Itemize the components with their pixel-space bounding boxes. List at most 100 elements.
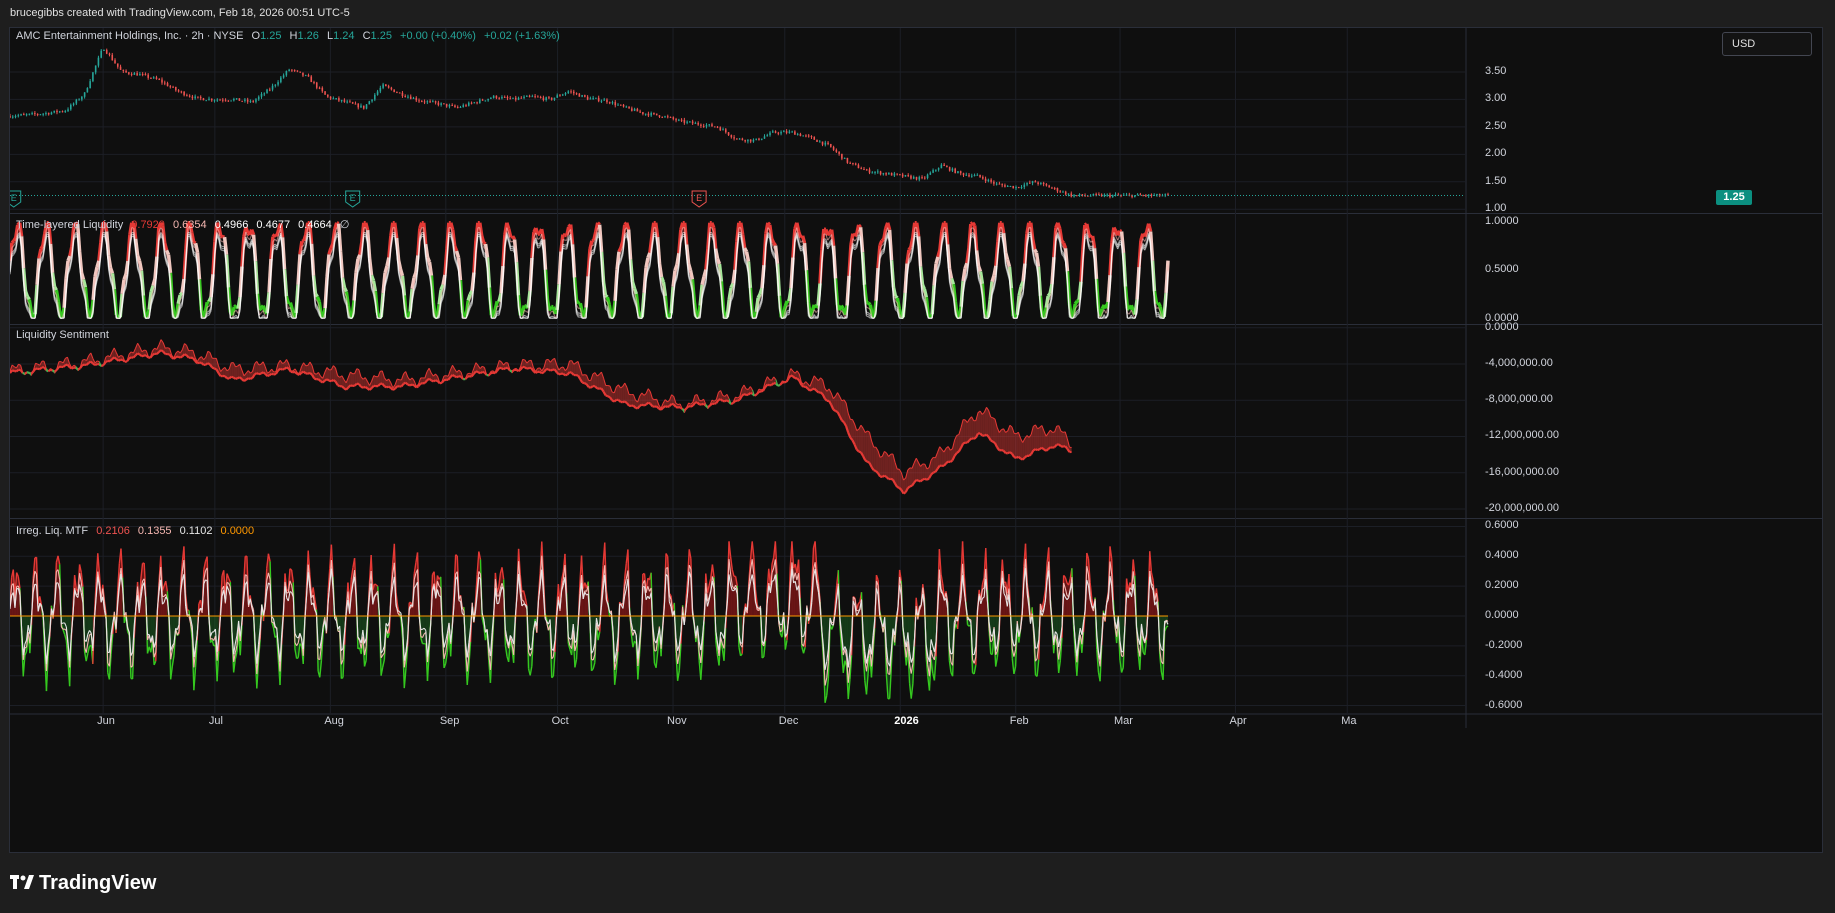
tl-series-segment xyxy=(204,315,208,319)
tl-series-segment xyxy=(883,241,887,254)
price-candle-body xyxy=(877,171,879,173)
tl-series-segment xyxy=(626,227,630,235)
tl-series-segment xyxy=(261,305,267,313)
tl-series-segment xyxy=(539,228,546,240)
price-candle-body xyxy=(606,99,608,103)
price-candle-body xyxy=(976,174,979,176)
tl-series-segment xyxy=(220,245,223,248)
tl-series-segment xyxy=(334,236,338,243)
tl-series-segment xyxy=(511,235,517,241)
tl-series-segment xyxy=(11,252,15,255)
ls-fill-segment xyxy=(324,367,327,381)
price-candle-body xyxy=(105,49,108,54)
tl-series-segment xyxy=(686,263,693,271)
price-candle-body xyxy=(512,97,514,99)
ls-fill-segment xyxy=(482,366,485,373)
price-candle-body xyxy=(315,82,318,88)
price-candle-body xyxy=(631,108,633,111)
ls-fill-segment xyxy=(618,384,621,402)
tl-series-segment xyxy=(544,283,549,314)
tl-series-segment xyxy=(805,283,810,317)
price-candle-body xyxy=(163,82,166,84)
tl-series-segment xyxy=(537,238,540,240)
ls-signal-segment xyxy=(358,383,362,388)
tl-series-segment xyxy=(861,265,866,299)
ls-signal-segment xyxy=(247,377,251,380)
tl-series-segment xyxy=(55,303,59,315)
tl-series-segment xyxy=(465,313,469,319)
tl-series-segment xyxy=(454,259,458,265)
ls-fill-segment xyxy=(263,361,266,374)
price-candle-body xyxy=(1026,182,1028,185)
ls-signal-segment xyxy=(55,366,60,371)
tl-series-segment xyxy=(972,227,976,231)
price-candle-body xyxy=(78,99,80,101)
ls-raw-segment xyxy=(267,371,270,374)
tl-series-segment xyxy=(494,306,498,315)
tl-series-segment xyxy=(679,222,685,231)
tl-series-segment xyxy=(587,262,591,290)
price-candle-body xyxy=(490,97,492,99)
tl-series-segment xyxy=(1017,286,1023,296)
ls-signal-segment xyxy=(404,381,409,386)
ls-raw-segment xyxy=(69,363,73,368)
price-candle-body xyxy=(152,77,155,79)
ls-signal-segment xyxy=(671,402,675,406)
tl-series-segment xyxy=(120,279,126,295)
tl-series-segment xyxy=(523,309,527,312)
ls-raw-segment xyxy=(454,368,458,373)
tl-series-segment xyxy=(455,264,460,272)
ls-raw-segment xyxy=(428,367,432,374)
tl-series-segment xyxy=(773,247,777,251)
tl-series-segment xyxy=(440,289,444,295)
tl-series-segment xyxy=(702,269,708,277)
tl-series-segment xyxy=(574,299,580,305)
ls-raw-segment xyxy=(10,364,13,372)
tl-series-segment xyxy=(767,232,771,235)
tl-series-segment xyxy=(693,315,697,319)
ls-signal-segment xyxy=(232,376,237,380)
tl-series-segment xyxy=(510,240,513,243)
ls-signal-segment xyxy=(477,371,481,375)
tl-series-segment xyxy=(336,227,339,230)
tl-series-segment xyxy=(508,242,512,251)
tl-series-segment xyxy=(643,281,647,307)
ls-raw-segment xyxy=(66,356,71,364)
tl-series-segment xyxy=(24,295,28,302)
ls-raw-segment xyxy=(118,355,121,358)
price-candle-body xyxy=(722,129,724,131)
price-candle-body xyxy=(758,138,760,140)
tl-series-segment xyxy=(705,262,709,284)
ls-signal-segment xyxy=(283,366,288,370)
tl-series-segment xyxy=(575,313,579,318)
tl-series-segment xyxy=(939,245,943,264)
ls-signal-segment xyxy=(428,377,432,382)
ls-signal-segment xyxy=(526,366,530,370)
price-candle-body xyxy=(537,96,539,98)
tl-series-segment xyxy=(1136,280,1140,314)
ls-fill-segment xyxy=(182,343,185,357)
price-candle-body xyxy=(780,131,782,134)
price-candle-body xyxy=(1087,195,1089,197)
tl-series-segment xyxy=(1113,240,1117,246)
tl-series-segment xyxy=(382,286,386,307)
tl-series-segment xyxy=(206,305,210,308)
ls-signal-segment xyxy=(660,406,664,411)
tl-series-segment xyxy=(454,250,458,257)
price-candle-body xyxy=(1139,194,1142,196)
tl-series-segment xyxy=(361,236,365,256)
ls-raw-segment xyxy=(32,363,37,371)
ls-raw-segment xyxy=(343,379,347,384)
ls-raw-segment xyxy=(437,376,441,383)
price-candle-body xyxy=(222,99,224,101)
tl-series-segment xyxy=(687,277,692,284)
price-candle-body xyxy=(25,114,28,116)
tl-series-segment xyxy=(475,236,479,255)
tl-series-segment xyxy=(178,291,184,297)
tl-series-segment xyxy=(562,245,566,248)
ls-signal-segment xyxy=(350,384,353,387)
ls-signal-segment xyxy=(441,379,445,384)
price-candle-body xyxy=(650,113,652,116)
